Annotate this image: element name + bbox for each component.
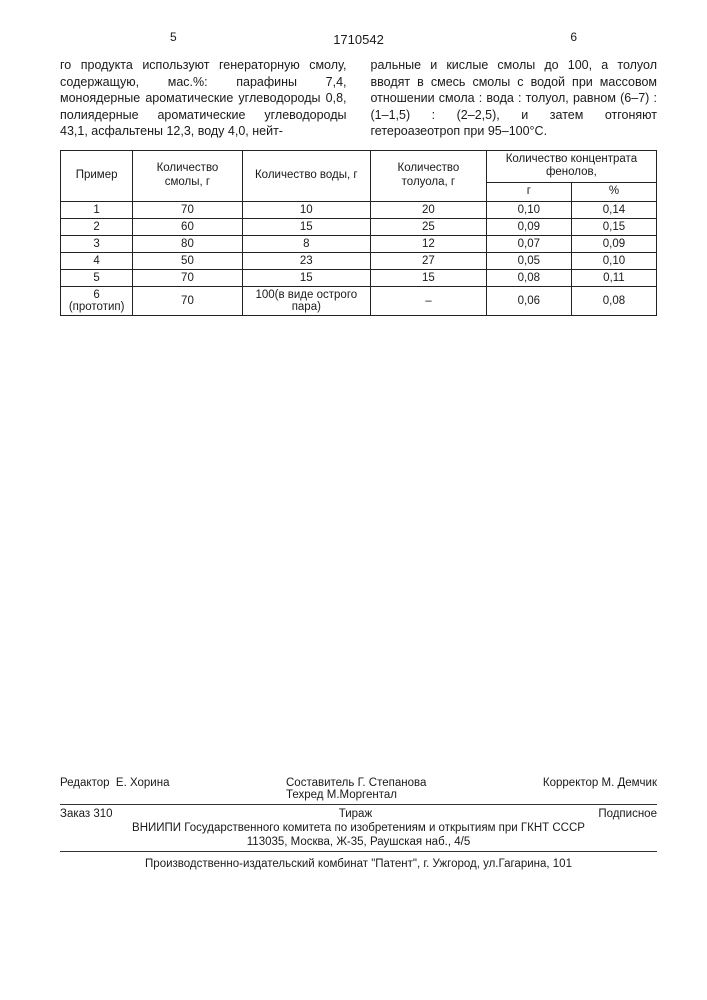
podpisnoe: Подписное — [598, 808, 657, 820]
table-row: 3 80 8 12 0,07 0,09 — [61, 235, 657, 252]
column-left: го продукта используют генераторную смол… — [60, 57, 347, 140]
address: 113035, Москва, Ж-35, Раушская наб., 4/5 — [60, 836, 657, 848]
th-phenols-g: г — [486, 183, 571, 202]
data-table: Пример Количество смолы, г Количество во… — [60, 150, 657, 316]
page-num-left: 5 — [170, 30, 177, 44]
patent-page: 5 6 1710542 го продукта используют генер… — [0, 0, 707, 1000]
divider — [60, 804, 657, 805]
th-water: Количество воды, г — [242, 150, 370, 201]
footer-block: Редактор Е. Хорина Составитель Г. Степан… — [60, 777, 657, 870]
tirazh: Тираж — [339, 808, 372, 820]
th-toluene: Количество толуола, г — [370, 150, 486, 201]
table-row: 2 60 15 25 0,09 0,15 — [61, 218, 657, 235]
corrector: Корректор М. Демчик — [543, 777, 657, 801]
order: Заказ 310 — [60, 808, 113, 820]
plant: Производственно-издательский комбинат "П… — [60, 858, 657, 870]
compiler-techred: Составитель Г. Степанова Техред М.Морген… — [286, 777, 426, 801]
two-column-text: го продукта используют генераторную смол… — [60, 57, 657, 140]
table-row: 6 (прототип) 70 100(в виде острого пара)… — [61, 286, 657, 315]
document-number: 1710542 — [60, 32, 657, 47]
th-phenols-pct: % — [571, 183, 656, 202]
org: ВНИИПИ Государственного комитета по изоб… — [60, 822, 657, 834]
divider — [60, 851, 657, 852]
th-resin: Количество смолы, г — [133, 150, 242, 201]
editor: Редактор Е. Хорина — [60, 777, 169, 801]
page-num-right: 6 — [570, 30, 577, 44]
column-right: ральные и кислые смолы до 100, а толуол … — [371, 57, 658, 140]
table-row: 5 70 15 15 0,08 0,11 — [61, 269, 657, 286]
th-example: Пример — [61, 150, 133, 201]
table-row: 4 50 23 27 0,05 0,10 — [61, 252, 657, 269]
table-row: 1 70 10 20 0,10 0,14 — [61, 201, 657, 218]
th-phenols: Количество концентрата фенолов, — [486, 150, 656, 183]
